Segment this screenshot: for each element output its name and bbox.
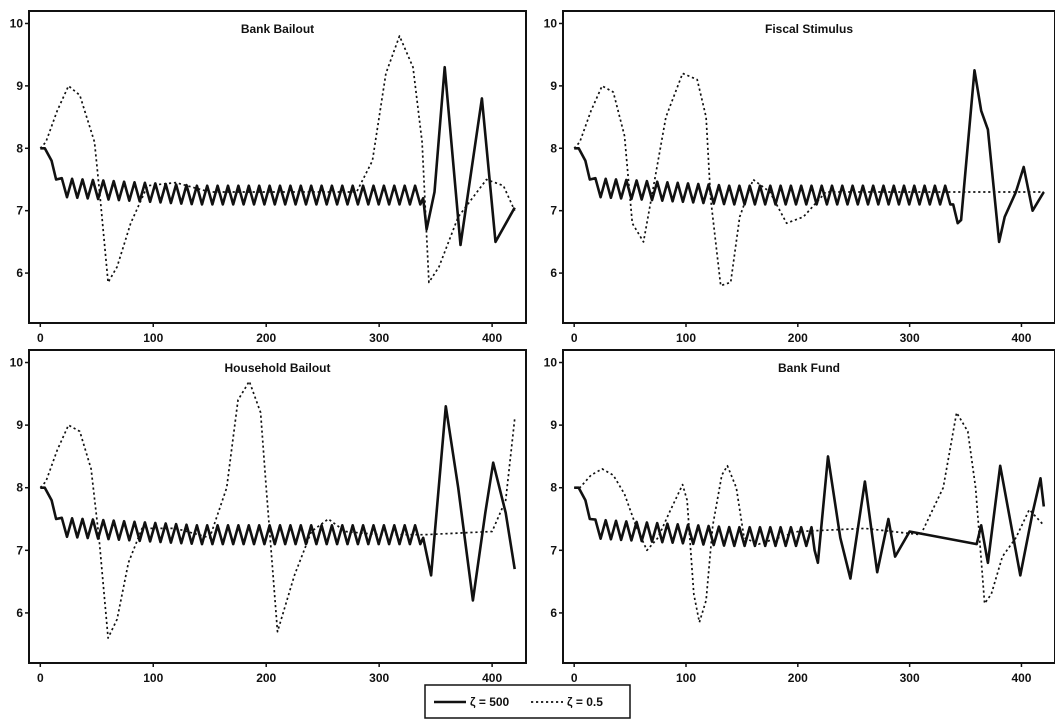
x-tick-label: 0	[571, 331, 578, 345]
y-tick-label: 10	[10, 356, 24, 370]
plot-frame	[562, 349, 1055, 664]
y-tick-label: 9	[16, 418, 23, 432]
y-tick-label: 8	[16, 141, 23, 155]
x-tick-label: 300	[369, 671, 389, 685]
y-tick-label: 7	[550, 543, 557, 557]
x-tick-label: 200	[788, 671, 808, 685]
y-tick-label: 9	[16, 79, 23, 93]
panel-title: Fiscal Stimulus	[765, 22, 853, 36]
x-tick-label: 300	[900, 331, 920, 345]
legend-label: ζ = 500	[470, 695, 510, 709]
plot-frame	[28, 349, 527, 664]
y-tick-label: 7	[16, 543, 23, 557]
y-tick-label: 9	[550, 418, 557, 432]
x-tick-label: 0	[37, 331, 44, 345]
y-tick-label: 10	[544, 16, 558, 30]
x-tick-label: 300	[900, 671, 920, 685]
panel-title: Household Bailout	[225, 361, 331, 375]
x-tick-label: 400	[482, 331, 502, 345]
panel-title: Bank Bailout	[241, 22, 314, 36]
x-tick-label: 100	[676, 671, 696, 685]
y-tick-label: 6	[550, 606, 557, 620]
series-line-zeta-0-5	[574, 411, 1045, 624]
series-line-zeta-500	[40, 65, 516, 247]
x-tick-label: 100	[143, 331, 163, 345]
y-tick-label: 6	[16, 266, 23, 280]
y-tick-label: 10	[544, 356, 558, 370]
series-line-zeta-0-5	[573, 72, 1044, 287]
x-tick-label: 100	[676, 331, 696, 345]
series-line-zeta-0-5	[39, 35, 516, 284]
y-tick-label: 8	[550, 481, 557, 495]
x-tick-label: 100	[143, 671, 163, 685]
x-tick-label: 200	[256, 331, 276, 345]
x-tick-label: 300	[369, 331, 389, 345]
y-tick-label: 6	[16, 606, 23, 620]
x-tick-label: 400	[482, 671, 502, 685]
y-tick-label: 7	[550, 204, 557, 218]
plot-frame	[562, 10, 1055, 324]
x-tick-label: 200	[788, 331, 808, 345]
y-tick-label: 8	[550, 141, 557, 155]
y-tick-label: 8	[16, 481, 23, 495]
y-tick-label: 6	[550, 266, 557, 280]
plot-frame	[28, 10, 527, 324]
x-tick-label: 0	[37, 671, 44, 685]
x-tick-label: 400	[1011, 671, 1031, 685]
x-tick-label: 0	[571, 671, 578, 685]
y-tick-label: 9	[550, 79, 557, 93]
x-tick-label: 400	[1011, 331, 1031, 345]
panel-title: Bank Fund	[778, 361, 840, 375]
legend: ζ = 500 ζ = 0.5	[424, 684, 631, 719]
series-line-zeta-500	[574, 69, 1045, 244]
y-tick-label: 10	[10, 16, 24, 30]
x-tick-label: 200	[256, 671, 276, 685]
legend-label: ζ = 0.5	[567, 695, 603, 709]
series-line-zeta-500	[574, 455, 1046, 580]
y-tick-label: 7	[16, 204, 23, 218]
series-line-zeta-0-5	[39, 380, 516, 639]
series-line-zeta-500	[40, 405, 516, 602]
